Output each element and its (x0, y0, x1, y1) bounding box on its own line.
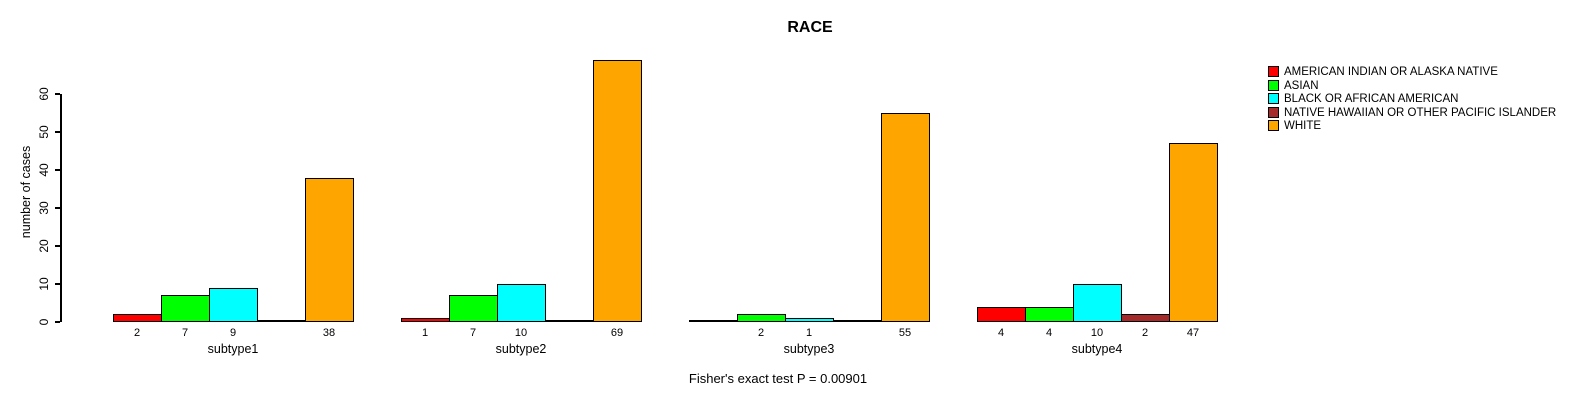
bar-subtype4-series2 (1073, 284, 1122, 322)
bar-value-label: 2 (757, 327, 765, 339)
bar-value-label: 9 (229, 327, 237, 339)
bar-value-label: 7 (181, 327, 189, 339)
legend-swatch-icon (1268, 106, 1279, 118)
bar-subtype1-series4 (305, 178, 354, 322)
category-label-subtype4: subtype4 (1071, 342, 1123, 356)
bar-subtype4-series1 (1025, 307, 1074, 322)
legend-label: BLACK OR AFRICAN AMERICAN (1284, 93, 1459, 105)
bar-subtype3-series2 (785, 318, 834, 322)
zero-height-bar-subtype2-series3 (545, 320, 594, 322)
y-tick-label: 50 (37, 125, 51, 139)
bar-value-label: 1 (421, 327, 429, 339)
legend-label: WHITE (1284, 120, 1322, 132)
bar-value-label: 38 (322, 327, 336, 339)
bar-subtype2-series0 (401, 318, 450, 322)
bar-subtype4-series3 (1121, 314, 1170, 322)
bar-subtype4-series4 (1169, 143, 1218, 322)
y-tick-label: 20 (37, 239, 51, 253)
y-tick-mark (55, 245, 60, 247)
bar-value-label: 10 (1090, 327, 1104, 339)
bar-subtype1-series1 (161, 295, 210, 322)
chart-title: RACE (787, 19, 833, 36)
zero-height-bar-subtype3-series3 (833, 320, 882, 322)
category-label-subtype2: subtype2 (495, 342, 547, 356)
bar-value-label: 1 (805, 327, 813, 339)
bar-subtype1-series2 (209, 288, 258, 322)
legend-swatch-icon (1268, 66, 1279, 77)
category-label-subtype3: subtype3 (783, 342, 835, 356)
y-tick-mark (55, 321, 60, 323)
bar-subtype3-series4 (881, 113, 930, 322)
legend-swatch-icon (1268, 79, 1279, 91)
legend-label: ASIAN (1284, 79, 1319, 92)
legend-label: NATIVE HAWAIIAN OR OTHER PACIFIC ISLANDE… (1284, 106, 1557, 119)
y-axis-line (60, 94, 62, 322)
y-tick-label: 60 (37, 87, 51, 101)
bar-value-label: 4 (997, 327, 1005, 339)
bar-subtype2-series2 (497, 284, 546, 322)
y-tick-mark (55, 93, 60, 95)
y-tick-label: 0 (37, 318, 51, 326)
category-label-subtype1: subtype1 (207, 342, 259, 356)
bar-subtype2-series1 (449, 295, 498, 322)
legend-swatch-icon (1268, 120, 1279, 131)
y-tick-mark (55, 207, 60, 209)
bar-value-label: 55 (898, 327, 912, 339)
bar-value-label: 69 (610, 327, 624, 339)
fisher-test-annotation: Fisher's exact test P = 0.00901 (688, 371, 868, 386)
bar-value-label: 2 (133, 327, 141, 339)
bar-value-label: 4 (1045, 327, 1053, 339)
y-tick-mark (55, 169, 60, 171)
y-tick-mark (55, 283, 60, 285)
bar-subtype2-series4 (593, 60, 642, 322)
bar-value-label: 47 (1186, 327, 1200, 339)
bar-value-label: 7 (469, 327, 477, 339)
bar-value-label: 10 (514, 327, 528, 339)
bar-subtype1-series0 (113, 314, 162, 322)
y-tick-label: 10 (37, 277, 51, 291)
y-axis-label: number of cases (19, 145, 33, 239)
bar-subtype4-series0 (977, 307, 1026, 322)
y-tick-label: 30 (37, 201, 51, 215)
zero-height-bar-subtype3-series0 (689, 320, 738, 322)
bar-value-label: 2 (1141, 327, 1149, 339)
legend-label: AMERICAN INDIAN OR ALASKA NATIVE (1284, 66, 1498, 78)
legend-swatch-icon (1268, 93, 1279, 104)
zero-height-bar-subtype1-series3 (257, 320, 306, 322)
y-tick-label: 40 (37, 163, 51, 177)
bar-subtype3-series1 (737, 314, 786, 322)
y-tick-mark (55, 131, 60, 133)
